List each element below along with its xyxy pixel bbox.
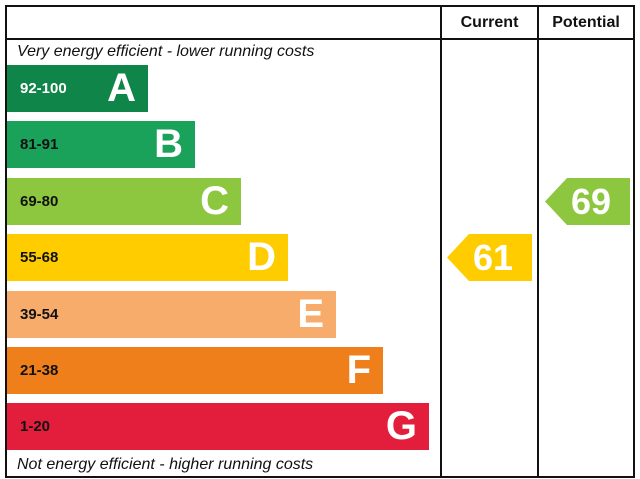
current-rating-arrow: 61 [447,234,532,281]
band-d-range: 55-68 [20,249,59,266]
potential-column-header: Potential [552,14,620,31]
band-b: 81-91 B [7,121,195,168]
band-g-letter: G [385,404,417,448]
band-a-letter: A [107,66,136,110]
band-e-letter: E [297,292,324,336]
potential-column-divider [537,5,539,478]
potential-rating-arrow: 69 [545,178,630,225]
band-c-letter: C [200,179,229,223]
band-d-letter: D [247,235,276,279]
top-efficiency-note: Very energy efficient - lower running co… [17,43,315,60]
band-f-range: 21-38 [20,362,59,379]
band-f-letter: F [346,348,371,392]
potential-arrow-shape [545,178,630,225]
current-rating-value: 61 [473,237,514,278]
current-column-divider [440,5,442,478]
current-arrow-shape [447,234,532,281]
current-column-header: Current [460,14,519,31]
band-b-letter: B [154,122,183,166]
potential-rating-value: 69 [571,181,612,222]
band-d: 55-68 D [7,234,288,281]
band-a-range: 92-100 [20,80,67,97]
band-g-range: 1-20 [20,418,51,435]
header-divider [5,38,635,40]
band-c-range: 69-80 [20,193,59,210]
bottom-efficiency-note: Not energy efficient - higher running co… [17,456,314,473]
band-a: 92-100 A [7,65,148,112]
band-c: 69-80 C [7,178,241,225]
band-e-range: 39-54 [20,306,59,323]
band-e: 39-54 E [7,291,336,338]
band-g: 1-20 G [7,403,429,450]
band-b-range: 81-91 [20,136,59,153]
band-f: 21-38 F [7,347,383,394]
epc-chart-frame [5,5,635,478]
